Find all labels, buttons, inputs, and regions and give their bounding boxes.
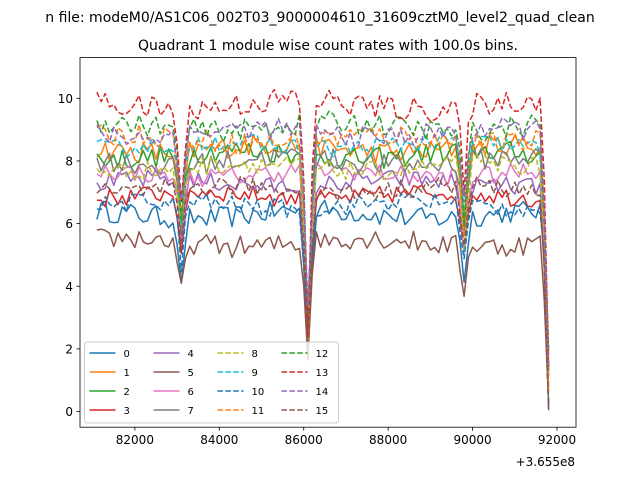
series-line-3 (96, 184, 550, 407)
series-line-9 (96, 131, 550, 352)
y-tick-label: 4 (65, 280, 73, 294)
legend-label-1: 1 (124, 368, 130, 379)
legend-label-2: 2 (124, 387, 130, 398)
x-tick-label: 82000 (116, 433, 154, 447)
legend-label-3: 3 (124, 406, 130, 417)
y-tick-label: 8 (65, 154, 73, 168)
series-line-7 (96, 147, 550, 377)
x-axis: 82000 84000 86000 88000 90000 92000 (116, 427, 576, 447)
axes-frame (79, 57, 577, 428)
series-line-2 (96, 140, 550, 371)
series-layer (96, 88, 550, 411)
series-line-10 (96, 192, 550, 404)
legend-label-14: 14 (316, 387, 329, 398)
chart-title: Quadrant 1 module wise count rates with … (138, 38, 518, 54)
legend-label-9: 9 (252, 368, 258, 379)
legend-label-0: 0 (124, 349, 130, 360)
legend-label-5: 5 (188, 368, 194, 379)
x-tick-label: 92000 (538, 433, 576, 447)
y-tick-label: 2 (65, 342, 73, 356)
series-line-0 (96, 199, 550, 367)
series-line-8 (96, 154, 550, 400)
series-line-4 (96, 169, 550, 409)
legend-label-8: 8 (252, 349, 258, 360)
y-tick-label: 0 (65, 405, 73, 419)
legend-label-12: 12 (316, 349, 329, 360)
y-axis: 0 2 4 6 8 10 (58, 92, 80, 419)
x-tick-label: 90000 (453, 433, 491, 447)
y-tick-label: 6 (65, 217, 73, 231)
series-line-11 (96, 123, 550, 393)
chart-suptitle: n file: modeM0/AS1C06_002T03_9000004610_… (45, 10, 594, 26)
x-axis-offset-label: +3.655e8 (516, 455, 575, 469)
series-line-12 (96, 110, 550, 348)
series-line-15 (96, 176, 550, 411)
series-line-6 (96, 162, 550, 388)
series-line-5 (96, 228, 550, 404)
x-tick-label: 84000 (200, 433, 238, 447)
y-tick-label: 10 (58, 92, 73, 106)
legend-label-10: 10 (252, 387, 265, 398)
legend-label-13: 13 (316, 368, 329, 379)
legend-label-4: 4 (188, 349, 194, 360)
legend-box (84, 341, 339, 424)
legend-label-11: 11 (252, 406, 265, 417)
legend-label-6: 6 (188, 387, 194, 398)
legend-label-15: 15 (316, 406, 329, 417)
series-line-13 (96, 88, 550, 368)
x-tick-label: 86000 (285, 433, 323, 447)
x-tick-label: 88000 (369, 433, 407, 447)
legend-label-7: 7 (188, 406, 194, 417)
